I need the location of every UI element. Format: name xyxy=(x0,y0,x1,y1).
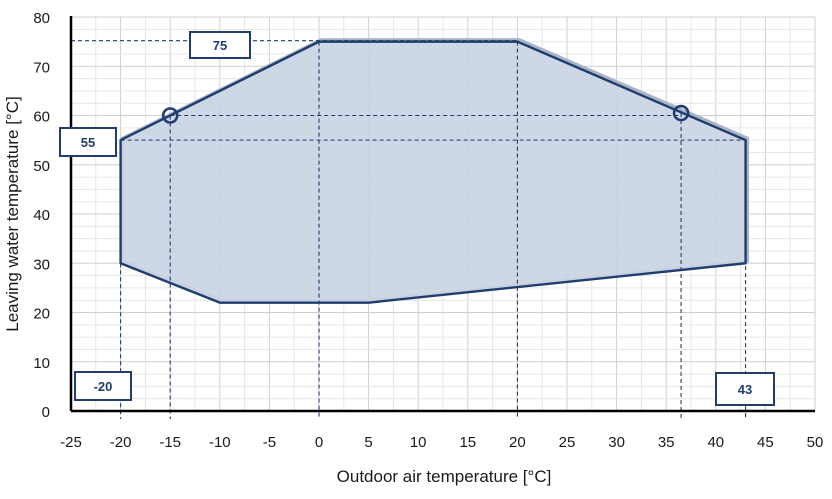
x-tick-labels: -25 -20 -15 -10 -5 0 5 10 15 20 25 30 35 40 45 50 xyxy=(60,434,823,451)
annotation-box xyxy=(74,371,132,401)
y-tick-label: 80 xyxy=(33,10,50,27)
y-tick-label: 70 xyxy=(33,59,50,76)
y-tick-label: 30 xyxy=(33,256,50,273)
y-tick-label: 50 xyxy=(33,158,50,175)
x-tick-label: 0 xyxy=(315,434,323,451)
y-tick-label: 10 xyxy=(33,355,50,372)
annotation-box xyxy=(59,127,117,157)
y-tick-label: 0 xyxy=(42,404,50,421)
x-tick-label: -25 xyxy=(60,434,82,451)
x-tick-label: 40 xyxy=(707,434,724,451)
annotation-box xyxy=(715,372,775,406)
x-tick-label: 35 xyxy=(658,434,675,451)
marker-circle xyxy=(161,107,179,124)
marker-circle xyxy=(672,104,690,122)
y-tick-label: 60 xyxy=(33,109,50,126)
annotation-box xyxy=(189,31,251,59)
y-axis-title: Leaving water temperature [°C] xyxy=(3,96,22,331)
y-tick-label: 40 xyxy=(33,207,50,224)
annotation-label: 43 xyxy=(738,382,752,397)
x-tick-label: 5 xyxy=(364,434,372,451)
operating-envelope-area xyxy=(119,40,747,304)
x-tick-label: 45 xyxy=(757,434,774,451)
markers xyxy=(161,104,690,124)
annotation-label: 55 xyxy=(81,135,95,150)
x-tick-label: 50 xyxy=(807,434,824,451)
y-tick-labels: 0 10 20 30 40 50 60 70 80 xyxy=(33,10,50,421)
annotation-label: 75 xyxy=(213,38,227,53)
x-tick-label: 15 xyxy=(459,434,476,451)
x-tick-label: 30 xyxy=(608,434,625,451)
x-tick-label: -5 xyxy=(263,434,276,451)
x-tick-label: 25 xyxy=(559,434,576,451)
x-tick-label: 10 xyxy=(410,434,427,451)
annotation-boxes: 75 55 -20 43 xyxy=(59,31,775,406)
x-tick-label: -20 xyxy=(110,434,132,451)
y-tick-label: 20 xyxy=(33,306,50,323)
x-tick-label: -15 xyxy=(159,434,181,451)
x-axis-title: Outdoor air temperature [°C] xyxy=(337,467,552,486)
annotation-label: -20 xyxy=(94,379,113,394)
x-tick-label: -10 xyxy=(209,434,231,451)
x-tick-label: 20 xyxy=(509,434,526,451)
